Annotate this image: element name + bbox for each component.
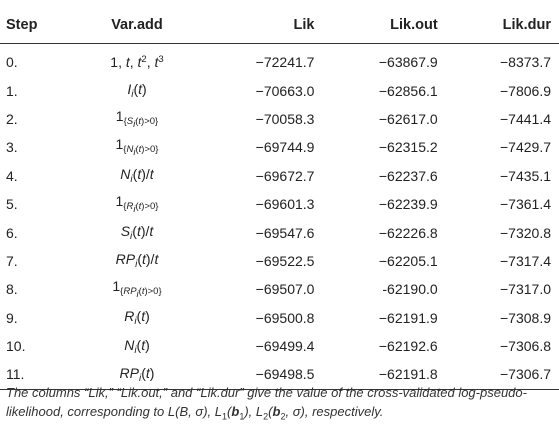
- cell-lik-out: −62191.9: [378, 309, 438, 326]
- cell-var-add: RPi(t): [82, 360, 192, 390]
- table-row: 8. 1{RPi(t)>0} −69507.0 -62190.0 −7317.0: [0, 275, 559, 303]
- cell-lik: −69672.7: [255, 167, 315, 184]
- table-row: 3. 1{Ni(t)>0} −69744.9 −62315.2 −7429.7: [0, 133, 559, 161]
- cell-lik: −72241.7: [255, 54, 315, 71]
- cell-var-add: 1{Ri(t)>0}: [115, 193, 159, 216]
- table-row: 10. Ni(t) −69499.4 −62192.6 −7306.8: [0, 332, 559, 360]
- cell-lik: −69507.0: [255, 281, 315, 298]
- cell-step: 9.: [6, 309, 18, 326]
- cell-lik-out: −62226.8: [378, 224, 438, 241]
- cell-step: 10.: [6, 338, 26, 355]
- cell-lik-out: −62315.2: [378, 139, 438, 156]
- cell-lik: −69500.8: [255, 309, 315, 326]
- table-row: 7. RPi(t)/t −69522.5 −62205.1 −7317.4: [0, 247, 559, 275]
- cell-lik-out: −62191.8: [314, 360, 438, 390]
- cell-step: 6.: [6, 224, 18, 241]
- cell-var-add: Si(t)/t: [120, 223, 154, 243]
- cell-lik-dur: −7429.7: [500, 139, 551, 156]
- cell-lik-out: −62856.1: [378, 82, 438, 99]
- table-row: 1. Ii(t) −70663.0 −62856.1 −7806.9: [0, 76, 559, 104]
- table-row: 6. Si(t)/t −69547.6 −62226.8 −7320.8: [0, 218, 559, 246]
- cell-var-add: 1{Ni(t)>0}: [115, 136, 159, 159]
- cell-lik: −70663.0: [255, 82, 315, 99]
- header-lik-dur: Lik.dur: [437, 6, 559, 44]
- cell-lik-dur: −7361.4: [500, 196, 551, 213]
- cell-step: 8.: [6, 281, 18, 298]
- cell-lik-dur: −7317.4: [500, 252, 551, 269]
- table-caption: The columns “Lik,” “Lik.out,” and “Lik.d…: [6, 385, 527, 422]
- cell-lik-out: -62190.0: [382, 281, 438, 298]
- cell-var-add: 1{Si(t)>0}: [115, 107, 159, 130]
- cell-step: 0.: [6, 54, 18, 71]
- cell-lik: −69498.5: [191, 360, 315, 390]
- cell-lik: −69744.9: [255, 139, 315, 156]
- cell-lik-dur: −7806.9: [500, 82, 551, 99]
- cell-lik: −69522.5: [255, 252, 315, 269]
- cell-lik-dur: −7317.0: [500, 281, 551, 298]
- table-row: 9. Ri(t) −69500.8 −62191.9 −7308.9: [0, 304, 559, 332]
- header-step: Step: [0, 6, 83, 44]
- header-row: Step Var.add Lik Lik.out Lik.dur: [0, 6, 559, 44]
- cell-lik-out: −62192.6: [378, 338, 438, 355]
- table-body: 0. 1, t, t2, t3 −72241.7 −63867.9 −8373.…: [0, 44, 559, 390]
- cell-step: 1.: [6, 82, 18, 99]
- header-lik: Lik: [191, 6, 315, 44]
- cell-var-add: RPi(t)/t: [115, 251, 159, 271]
- cell-lik: −69499.4: [255, 338, 315, 355]
- cell-lik: −69601.3: [255, 196, 315, 213]
- cell-lik-dur: −7435.1: [500, 167, 551, 184]
- cell-lik-dur: −8373.7: [500, 54, 551, 71]
- table-row: 11. RPi(t) −69498.5 −62191.8 −7306.7: [0, 360, 559, 390]
- cell-var-add: Ri(t): [124, 308, 150, 328]
- cell-lik-dur: −7308.9: [500, 309, 551, 326]
- cell-lik-out: −62239.9: [378, 196, 438, 213]
- cell-lik-out: −62237.6: [378, 167, 438, 184]
- cell-var-add: 1{RPi(t)>0}: [112, 278, 162, 301]
- cell-step: 11.: [0, 360, 83, 390]
- cell-step: 3.: [6, 139, 18, 156]
- cell-lik-out: −62617.0: [378, 110, 438, 127]
- cell-lik-dur: −7306.7: [437, 360, 559, 390]
- cell-step: 7.: [6, 252, 18, 269]
- table-row: 5. 1{Ri(t)>0} −69601.3 −62239.9 −7361.4: [0, 190, 559, 218]
- table-row: 4. Ni(t)/t −69672.7 −62237.6 −7435.1: [0, 162, 559, 190]
- cell-lik-dur: −7306.8: [500, 338, 551, 355]
- cell-var-add: Ni(t)/t: [120, 166, 154, 186]
- cell-var-add: Ni(t): [124, 336, 150, 356]
- cell-lik: −70058.3: [255, 110, 315, 127]
- cell-var-add: 1, t, t2, t3: [110, 54, 164, 71]
- cell-lik-dur: −7320.8: [500, 224, 551, 241]
- cell-step: 4.: [6, 167, 18, 184]
- cell-lik-out: −62205.1: [378, 252, 438, 269]
- cell-lik: −69547.6: [255, 224, 315, 241]
- table-row: 0. 1, t, t2, t3 −72241.7 −63867.9 −8373.…: [0, 44, 559, 77]
- results-table: Step Var.add Lik Lik.out Lik.dur 0. 1, t…: [0, 6, 559, 390]
- table-row: 2. 1{Si(t)>0} −70058.3 −62617.0 −7441.4: [0, 105, 559, 133]
- header-var-add: Var.add: [82, 6, 192, 44]
- cell-lik-out: −63867.9: [378, 54, 438, 71]
- cell-step: 5.: [6, 196, 18, 213]
- cell-step: 2.: [6, 110, 18, 127]
- header-lik-out: Lik.out: [314, 6, 438, 44]
- cell-lik-dur: −7441.4: [500, 110, 551, 127]
- table-header: Step Var.add Lik Lik.out Lik.dur: [0, 6, 559, 44]
- cell-var-add: Ii(t): [127, 81, 147, 101]
